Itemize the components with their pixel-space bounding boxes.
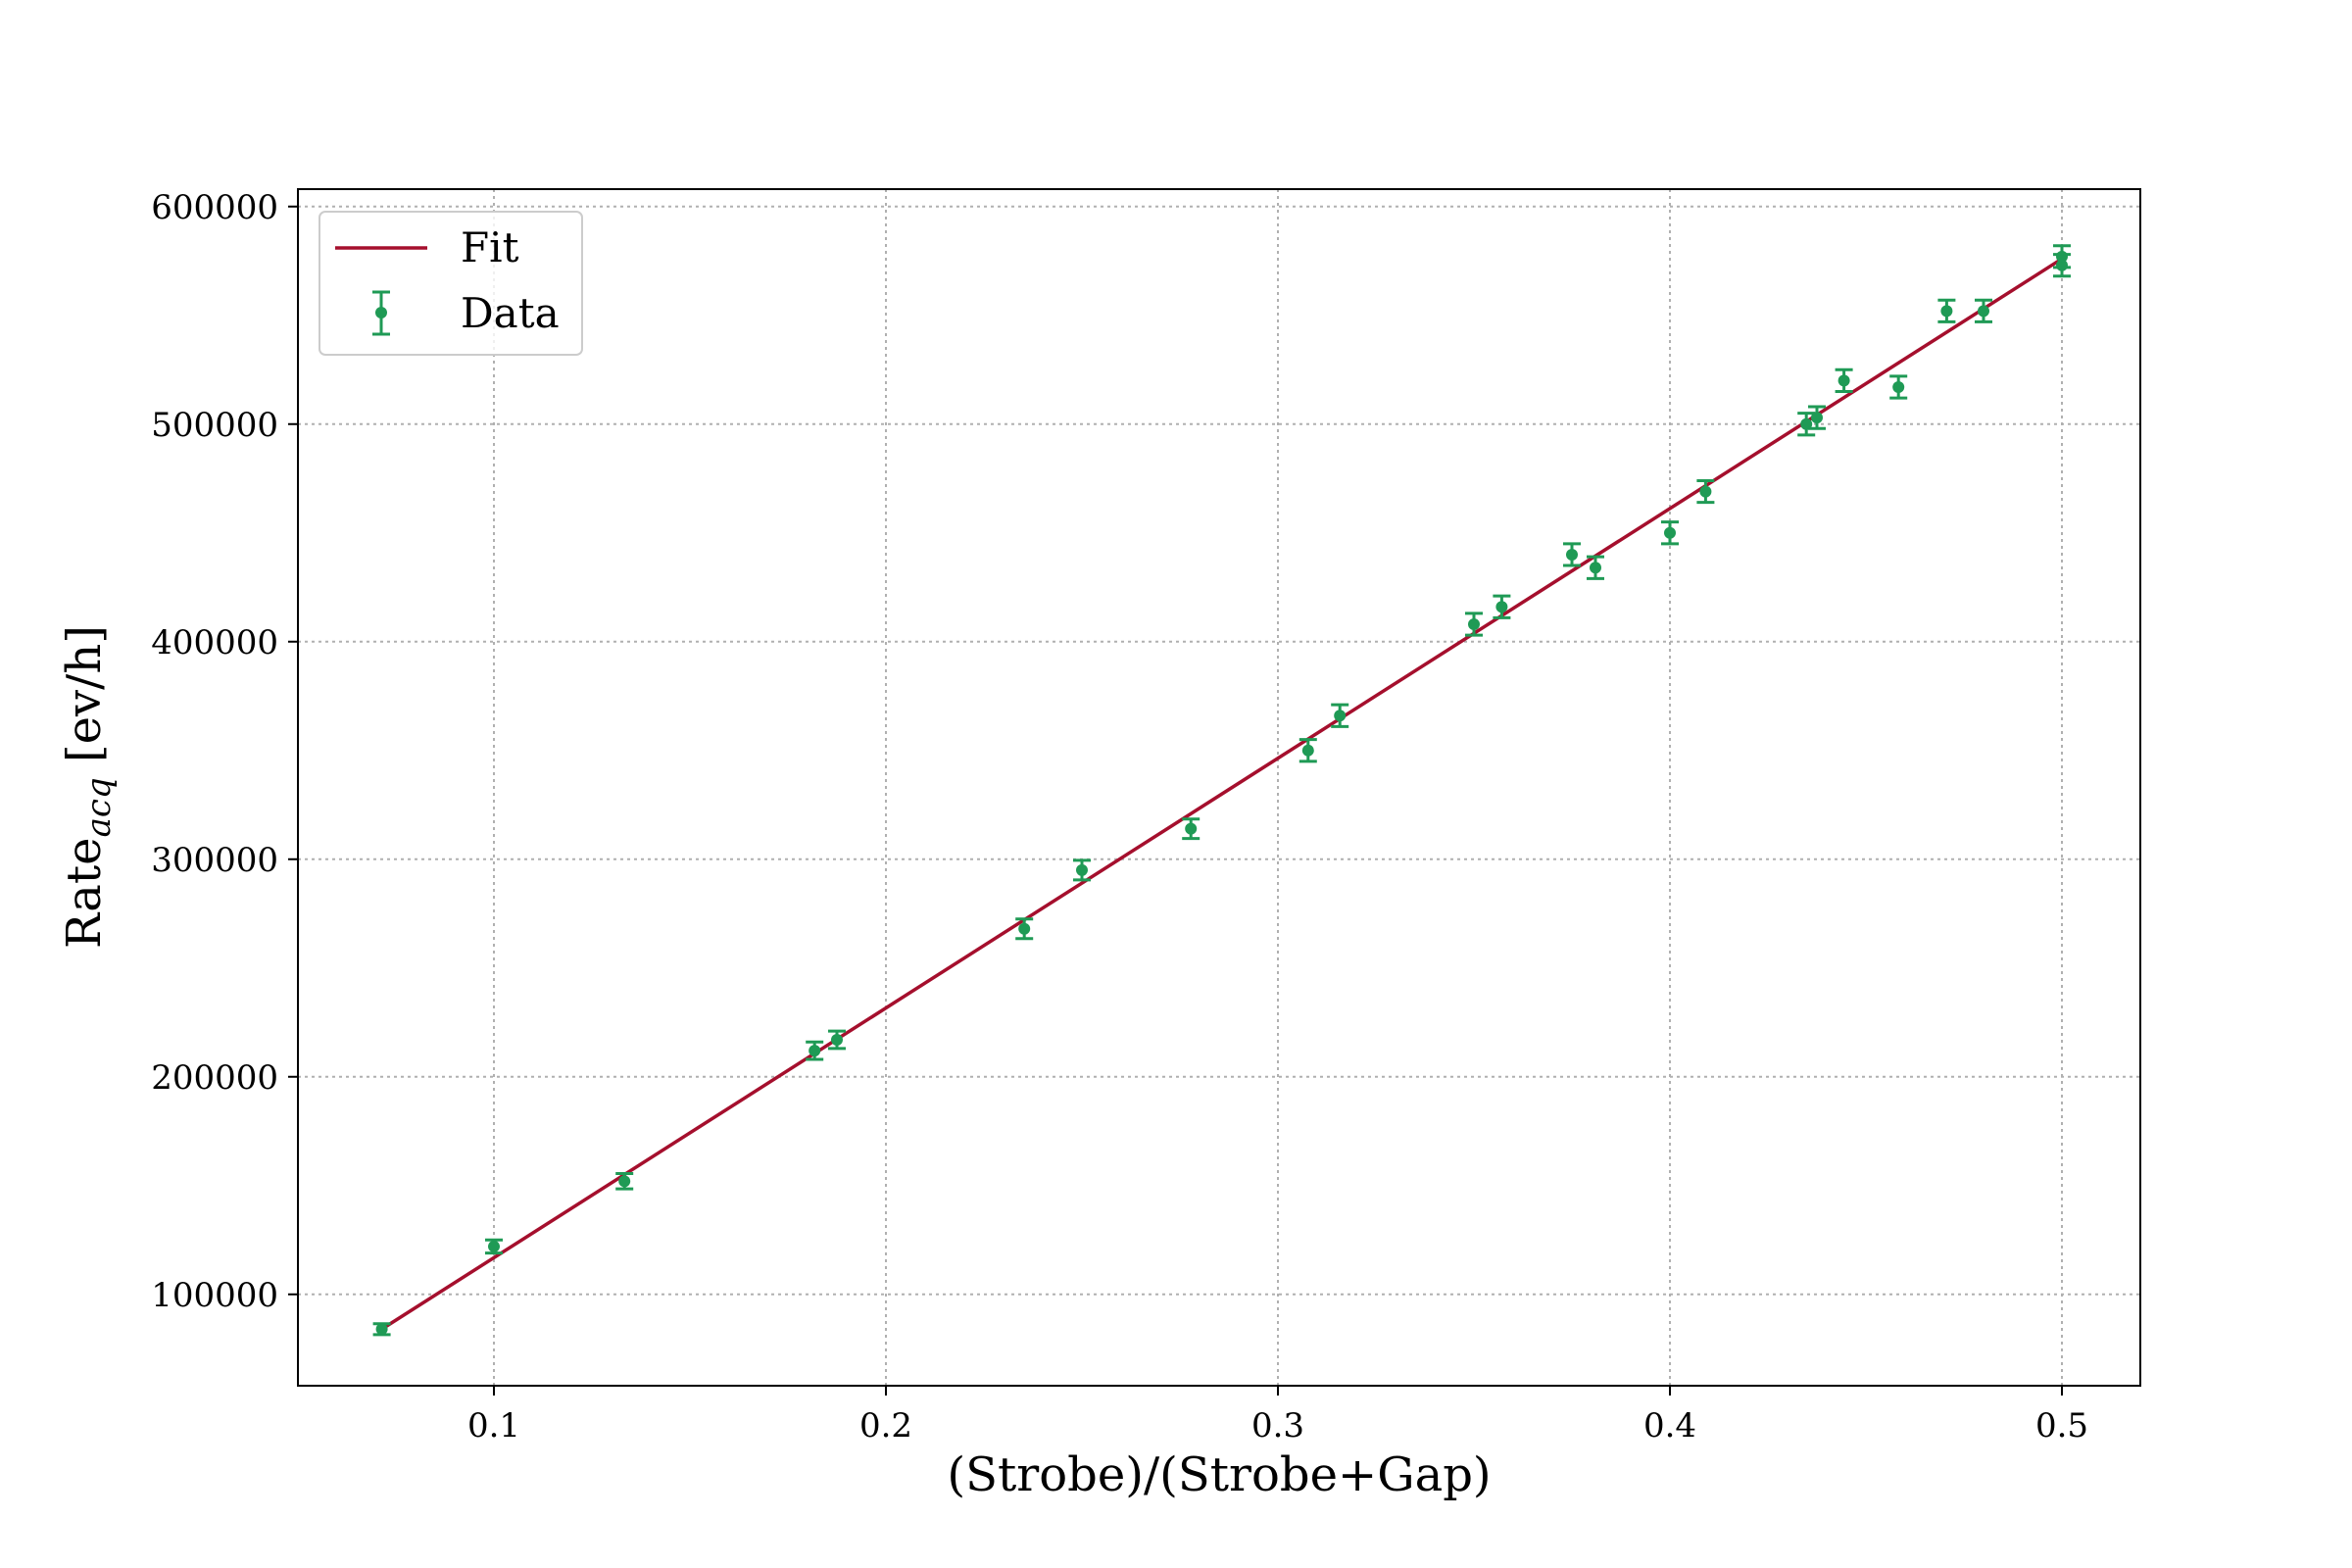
- data-marker: [1811, 412, 1823, 424]
- y-tick-label: 100000: [151, 1276, 278, 1315]
- data-marker: [1301, 744, 1314, 757]
- legend: Fit Data: [318, 211, 583, 356]
- y-tick-label: 300000: [151, 841, 278, 880]
- legend-data-swatch: [372, 290, 390, 336]
- data-marker: [1495, 601, 1508, 613]
- fit-line: [380, 257, 2063, 1331]
- data-point: [1465, 612, 1483, 637]
- data-point: [1563, 542, 1581, 567]
- y-axis-label-main: Rate: [57, 837, 112, 949]
- data-marker: [1978, 305, 1989, 318]
- fit-series: [380, 257, 2063, 1331]
- data-point: [485, 1238, 503, 1255]
- x-tick-label: 0.5: [2035, 1406, 2088, 1446]
- data-marker: [1076, 863, 1088, 876]
- data-marker: [1699, 485, 1712, 498]
- y-tick-label: 200000: [151, 1058, 278, 1098]
- data-point: [1661, 520, 1679, 546]
- data-point: [1015, 917, 1034, 941]
- x-tick-label: 0.2: [859, 1406, 912, 1446]
- data-marker: [1940, 305, 1953, 318]
- data-point: [1298, 738, 1317, 763]
- data-point: [1889, 374, 1908, 400]
- y-axis-label-unit: [ev/h]: [57, 625, 112, 777]
- x-tick-label: 0.1: [467, 1406, 520, 1446]
- y-axis-label-subscript: acq: [79, 777, 119, 837]
- grid: [298, 189, 2140, 1386]
- data-point: [1975, 298, 1992, 323]
- y-axis-ticks: 100000 200000 300000 400000 500000 600000: [151, 188, 298, 1315]
- data-marker: [1838, 374, 1850, 387]
- data-series: [372, 244, 2071, 1337]
- data-marker: [1664, 526, 1676, 539]
- y-tick-label: 500000: [151, 406, 278, 445]
- data-marker: [1590, 562, 1601, 574]
- x-tick-label: 0.3: [1251, 1406, 1304, 1446]
- data-point: [828, 1029, 846, 1051]
- data-marker: [488, 1240, 500, 1252]
- data-point: [615, 1172, 634, 1191]
- data-point: [1182, 817, 1200, 841]
- data-marker: [1185, 822, 1198, 835]
- data-point: [1937, 298, 1956, 323]
- data-point: [1587, 555, 1604, 580]
- data-marker: [1018, 922, 1031, 935]
- data-marker: [1566, 548, 1578, 561]
- data-marker: [618, 1175, 631, 1188]
- data-marker: [2056, 250, 2068, 263]
- legend-data-label: Data: [461, 289, 560, 337]
- legend-fit-label: Fit: [461, 223, 519, 271]
- data-point: [1493, 594, 1511, 619]
- x-axis-label: (Strobe)/(Strobe+Gap): [947, 1447, 1491, 1502]
- x-tick-label: 0.4: [1643, 1406, 1696, 1446]
- data-point: [1797, 412, 1816, 437]
- data-marker: [1468, 618, 1480, 630]
- y-tick-label: 600000: [151, 188, 278, 227]
- data-point: [1808, 405, 1826, 430]
- data-point: [806, 1040, 824, 1061]
- data-point: [1073, 858, 1091, 882]
- data-point: [1696, 478, 1715, 505]
- y-tick-label: 400000: [151, 623, 278, 662]
- x-axis-ticks: 0.1 0.2 0.3 0.4 0.5: [467, 1386, 2088, 1446]
- data-marker: [375, 1323, 388, 1336]
- data-point: [372, 1322, 391, 1337]
- data-marker: [1334, 710, 1347, 722]
- data-point: [1331, 703, 1349, 728]
- data-marker: [808, 1045, 821, 1057]
- y-axis-label: Rateacq [ev/h]: [57, 625, 119, 949]
- data-point: [2053, 244, 2071, 270]
- plot-frame: [297, 188, 2141, 1387]
- data-point: [1835, 368, 1853, 393]
- data-marker: [831, 1034, 843, 1047]
- data-marker: [1892, 381, 1905, 394]
